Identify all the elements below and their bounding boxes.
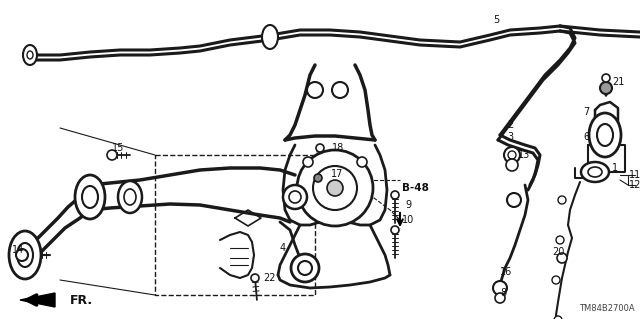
- Text: 12: 12: [629, 180, 640, 190]
- Ellipse shape: [262, 25, 278, 49]
- Circle shape: [600, 82, 612, 94]
- Text: 14: 14: [12, 245, 24, 255]
- Text: TM84B2700A: TM84B2700A: [579, 304, 635, 313]
- Text: 9: 9: [405, 200, 411, 210]
- Ellipse shape: [597, 124, 613, 146]
- Circle shape: [391, 191, 399, 199]
- Ellipse shape: [82, 186, 98, 208]
- Text: 22: 22: [264, 273, 276, 283]
- Circle shape: [506, 159, 518, 171]
- Circle shape: [297, 150, 373, 226]
- Ellipse shape: [589, 113, 621, 157]
- Circle shape: [557, 253, 567, 263]
- Text: 18: 18: [332, 143, 344, 153]
- Ellipse shape: [588, 167, 602, 177]
- Text: 13: 13: [518, 150, 530, 160]
- Text: 11: 11: [629, 170, 640, 180]
- Text: 16: 16: [500, 267, 512, 277]
- Text: 5: 5: [493, 15, 499, 25]
- Ellipse shape: [17, 243, 33, 267]
- Text: 7: 7: [583, 107, 589, 117]
- Ellipse shape: [9, 231, 41, 279]
- Text: 2: 2: [507, 120, 513, 130]
- Circle shape: [314, 174, 322, 182]
- Ellipse shape: [118, 181, 142, 213]
- Circle shape: [552, 276, 560, 284]
- Circle shape: [495, 293, 505, 303]
- Circle shape: [602, 74, 610, 82]
- Ellipse shape: [581, 162, 609, 182]
- Circle shape: [558, 196, 566, 204]
- Ellipse shape: [27, 51, 33, 59]
- Text: 4: 4: [280, 243, 286, 253]
- Circle shape: [504, 147, 520, 163]
- Text: 21: 21: [612, 77, 624, 87]
- Text: 17: 17: [331, 169, 343, 179]
- Circle shape: [556, 236, 564, 244]
- Text: 6: 6: [583, 132, 589, 142]
- Circle shape: [357, 157, 367, 167]
- Circle shape: [108, 151, 116, 159]
- Circle shape: [107, 150, 117, 160]
- Circle shape: [303, 157, 313, 167]
- Ellipse shape: [23, 45, 37, 65]
- Circle shape: [332, 82, 348, 98]
- Text: 8: 8: [500, 288, 506, 298]
- Circle shape: [316, 144, 324, 152]
- Text: 15: 15: [112, 143, 124, 153]
- Circle shape: [313, 166, 357, 210]
- Circle shape: [391, 226, 399, 234]
- Text: 1: 1: [612, 163, 618, 173]
- Circle shape: [289, 191, 301, 203]
- Circle shape: [298, 261, 312, 275]
- Text: 10: 10: [402, 215, 414, 225]
- Circle shape: [283, 185, 307, 209]
- Circle shape: [554, 316, 562, 319]
- Circle shape: [18, 251, 26, 259]
- Circle shape: [291, 254, 319, 282]
- Text: FR.: FR.: [70, 293, 93, 307]
- Circle shape: [327, 180, 343, 196]
- Text: 20: 20: [552, 247, 564, 257]
- Ellipse shape: [75, 175, 105, 219]
- Circle shape: [507, 193, 521, 207]
- Polygon shape: [20, 293, 55, 307]
- Circle shape: [16, 249, 28, 261]
- Circle shape: [307, 82, 323, 98]
- Circle shape: [251, 274, 259, 282]
- Ellipse shape: [124, 189, 136, 205]
- Circle shape: [493, 281, 507, 295]
- Circle shape: [508, 151, 516, 159]
- Text: B-48: B-48: [401, 183, 428, 193]
- Text: 3: 3: [507, 132, 513, 142]
